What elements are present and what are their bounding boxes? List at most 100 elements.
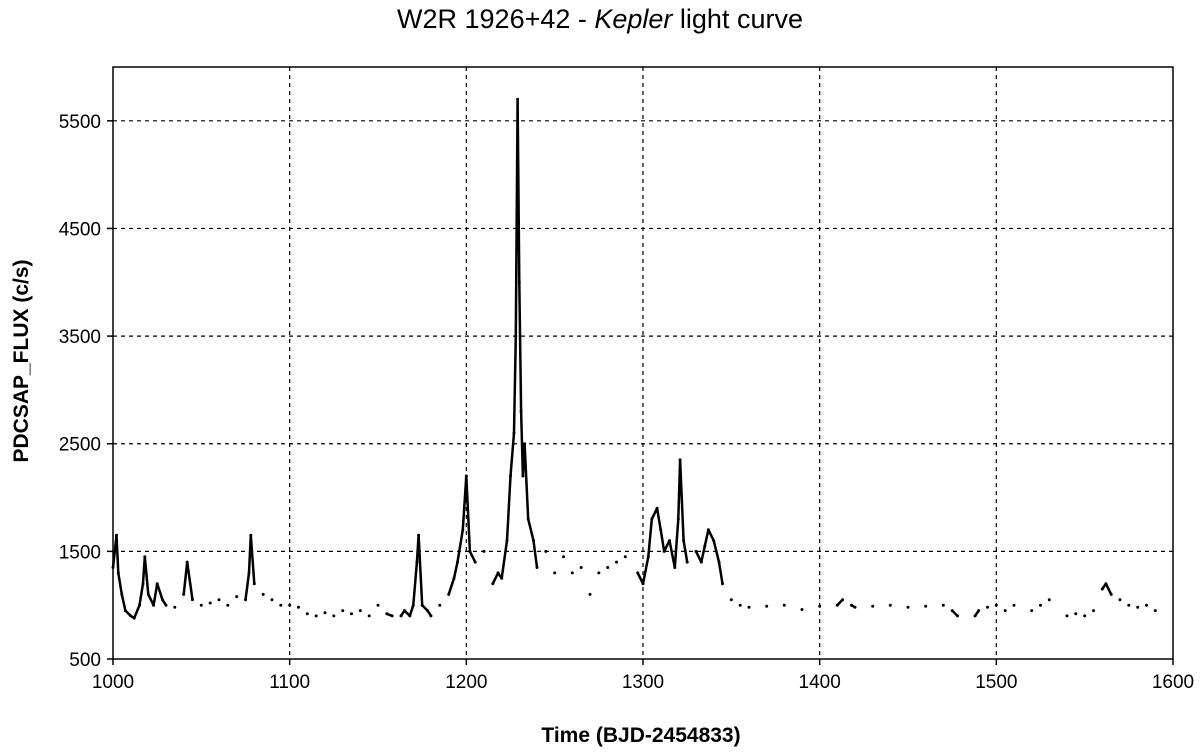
data-point (712, 539, 716, 543)
data-point (512, 431, 516, 435)
data-point (535, 566, 539, 569)
data-point (1074, 612, 1078, 616)
data-point (532, 539, 535, 543)
data-point (662, 549, 666, 553)
data-point (606, 566, 610, 569)
data-point (636, 571, 640, 575)
data-point (473, 560, 477, 564)
data-point (252, 582, 256, 586)
data-point (1030, 609, 1034, 613)
data-point (646, 555, 650, 559)
data-point (685, 560, 689, 564)
data-point (1047, 598, 1051, 602)
data-point (835, 603, 839, 607)
data-point (415, 560, 419, 564)
data-point (941, 603, 945, 607)
data-point (615, 560, 618, 564)
data-point (288, 603, 292, 607)
data-point (438, 603, 442, 607)
chart-title-italic: Kepler (594, 4, 673, 34)
data-point (717, 560, 721, 564)
data-point (261, 592, 265, 596)
data-point (514, 334, 518, 338)
data-point (323, 611, 327, 615)
x-tick-label: 1400 (799, 672, 841, 693)
data-point (521, 474, 525, 478)
data-point (553, 571, 557, 575)
data-point (208, 601, 212, 605)
data-point (270, 598, 274, 602)
data-point (738, 603, 742, 607)
data-point (182, 592, 186, 596)
data-point (668, 539, 671, 543)
chart-title-suffix: light curve (672, 4, 803, 34)
data-point (694, 549, 698, 553)
data-point (115, 533, 118, 537)
data-point (420, 603, 424, 607)
data-point (977, 609, 981, 613)
data-point (482, 549, 486, 553)
data-point (706, 528, 710, 532)
y-axis-title: PDCSAP_FLUX (c/s) (10, 259, 33, 462)
data-point (871, 604, 875, 608)
data-point (850, 603, 853, 607)
data-point (516, 97, 520, 101)
data-point (994, 603, 998, 607)
data-point (123, 609, 127, 613)
data-point (1039, 603, 1042, 607)
data-point (305, 612, 309, 616)
data-point (297, 605, 300, 609)
data-point (367, 614, 371, 618)
y-tick-label: 4500 (59, 219, 101, 240)
data-point (673, 566, 677, 569)
data-point (226, 603, 230, 607)
data-point (678, 458, 682, 462)
data-point (376, 603, 380, 607)
data-point (247, 571, 251, 575)
data-point (249, 533, 253, 537)
data-point (417, 533, 421, 537)
data-point (682, 539, 686, 543)
data-point (468, 549, 472, 553)
chart-title-prefix: W2R 1926+42 - (397, 4, 594, 34)
data-point (161, 598, 164, 602)
data-point (986, 605, 989, 609)
x-tick-label: 1600 (1152, 672, 1194, 693)
y-tick-label: 2500 (59, 435, 101, 456)
data-point (924, 604, 928, 608)
data-point (888, 603, 892, 607)
data-point (411, 603, 415, 607)
data-point (452, 576, 456, 580)
data-point (841, 598, 845, 602)
data-point (1153, 609, 1157, 613)
data-point (314, 614, 318, 618)
data-point (570, 571, 574, 575)
data-point (138, 603, 141, 607)
x-tick-label: 1300 (622, 672, 664, 693)
data-point (350, 612, 353, 616)
data-point (523, 442, 527, 446)
data-point (1083, 614, 1087, 618)
data-point (950, 609, 954, 613)
data-point (1127, 603, 1131, 607)
data-point (505, 539, 509, 543)
data-point (729, 598, 733, 602)
data-point (447, 592, 451, 596)
data-point (244, 598, 247, 602)
data-point (120, 592, 124, 596)
data-point (155, 582, 159, 586)
data-point (491, 582, 495, 586)
data-point (403, 609, 406, 613)
data-point (456, 560, 459, 564)
y-tick-label: 1500 (59, 542, 101, 563)
data-point (1065, 614, 1069, 618)
data-point (721, 582, 724, 586)
data-point (235, 595, 239, 599)
data-point (517, 280, 521, 284)
data-point (1012, 603, 1016, 607)
data-point (623, 555, 627, 559)
data-point (116, 571, 120, 575)
data-point (1104, 582, 1108, 586)
data-point (579, 566, 583, 569)
